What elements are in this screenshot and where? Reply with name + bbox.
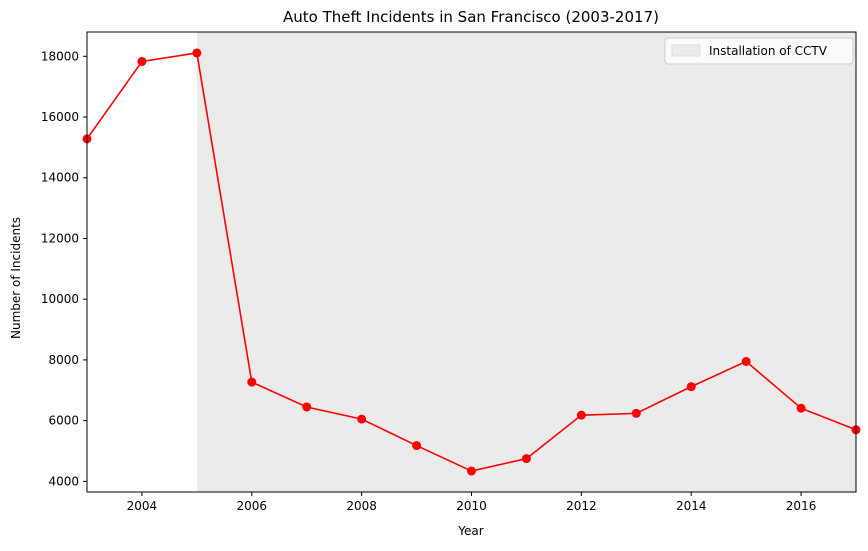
data-point xyxy=(686,382,696,392)
shaded-region-cctv xyxy=(196,32,856,492)
data-point xyxy=(796,403,806,413)
y-tick-label: 16000 xyxy=(41,110,79,124)
data-point xyxy=(521,454,531,464)
y-tick-label: 18000 xyxy=(41,49,79,63)
y-tick-label: 6000 xyxy=(48,414,79,428)
data-point xyxy=(631,408,641,418)
y-axis-label: Number of Incidents xyxy=(9,217,23,339)
y-axis-ticks: 4000 6000 8000 10000 12000 14000 16000 18000 xyxy=(41,49,87,488)
data-point xyxy=(576,410,586,420)
legend-box xyxy=(664,37,854,65)
shaded-regions xyxy=(196,32,856,492)
y-tick-label: 4000 xyxy=(48,474,79,488)
legend: Installation of CCTV xyxy=(664,37,854,65)
x-tick-label: 2014 xyxy=(676,499,707,513)
data-point xyxy=(412,441,422,451)
x-tick-label: 2004 xyxy=(127,499,158,513)
plot-frame xyxy=(86,31,857,493)
x-tick-label: 2016 xyxy=(786,499,817,513)
chart-title: Auto Theft Incidents in San Francisco (2… xyxy=(283,8,659,26)
y-tick-label: 10000 xyxy=(41,292,79,306)
data-point xyxy=(357,414,367,424)
data-point xyxy=(192,48,202,58)
legend-label-cctv: Installation of CCTV xyxy=(709,44,828,58)
y-tick-label: 8000 xyxy=(48,353,79,367)
data-point xyxy=(302,402,312,412)
y-tick-label: 12000 xyxy=(41,231,79,245)
data-point xyxy=(467,466,476,476)
x-axis-label: Year xyxy=(457,524,483,538)
legend-swatch xyxy=(671,44,701,57)
x-tick-label: 2006 xyxy=(237,499,268,513)
data-point xyxy=(247,377,257,387)
x-tick-label: 2012 xyxy=(566,499,597,513)
x-tick-label: 2010 xyxy=(456,499,487,513)
x-tick-label: 2008 xyxy=(346,499,377,513)
series-layer xyxy=(82,48,861,476)
x-axis-ticks: 2004 2006 2008 2010 2012 2014 2016 xyxy=(127,492,817,513)
y-tick-label: 14000 xyxy=(41,171,79,185)
data-point xyxy=(137,56,147,66)
data-point xyxy=(741,356,751,366)
